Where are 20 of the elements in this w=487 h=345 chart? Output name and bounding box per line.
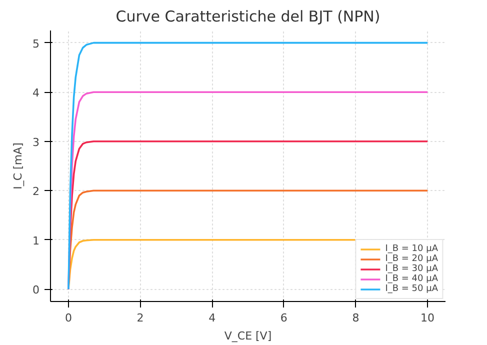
- y-tick-label: 3: [32, 136, 40, 149]
- legend-label: I_B = 30 µA: [385, 264, 438, 274]
- y-axis-title: I_C [mA]: [12, 142, 24, 190]
- x-tick-label: 6: [280, 312, 288, 324]
- legend-label: I_B = 40 µA: [385, 274, 438, 284]
- y-tick-label: 2: [32, 185, 40, 198]
- x-tick-label: 2: [136, 312, 144, 324]
- x-tick-label: 10: [420, 312, 435, 324]
- y-tick-label: 4: [32, 86, 40, 100]
- x-tick-label: 0: [64, 312, 72, 324]
- x-tick-label: 8: [352, 312, 360, 324]
- legend-label: I_B = 10 µA: [385, 244, 438, 254]
- y-tick-label: 0: [32, 284, 40, 297]
- legend-label: I_B = 20 µA: [385, 254, 438, 264]
- chart-title: Curve Caratteristiche del BJT (NPN): [116, 8, 380, 26]
- x-tick-label: 4: [208, 312, 216, 324]
- y-tick-label: 1: [32, 234, 40, 248]
- y-tick-label: 5: [32, 37, 40, 50]
- legend-label: I_B = 50 µA: [385, 284, 438, 294]
- x-axis-title: V_CE [V]: [224, 330, 272, 342]
